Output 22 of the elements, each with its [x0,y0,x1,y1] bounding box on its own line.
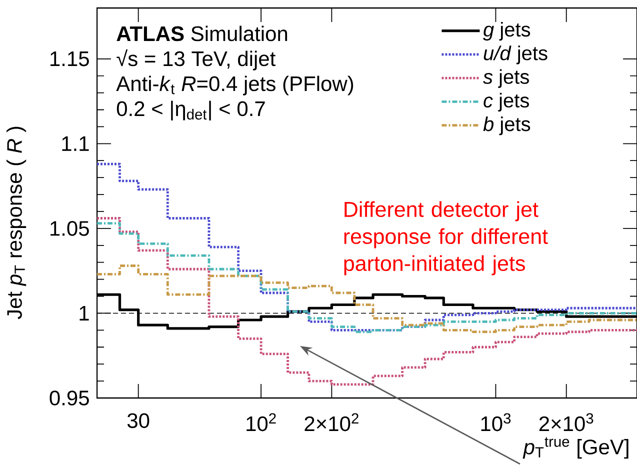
annotation: 0.2 < |η$_{det}$| < 0.7 [116,100,265,120]
x-tick-label: 10$^{3}$ [481,413,511,432]
y-tick-label: 1 [80,306,89,320]
y-tick-label: 1.1 [62,136,89,151]
x-tick-label: 2×10$^{2}$ [304,413,358,432]
legend-label: s jets [483,69,529,88]
annotation: √s = 13 TeV, dijet [116,49,276,70]
x-axis-title: p$_{T}$$^{true}$ [GeV] [522,437,628,459]
annotation: Different detector jet response for different parton-initiated jets [344,201,548,276]
y-axis-title: Jet p$_{T}$ response ( R ) [6,126,26,320]
y-tick-label: 1.15 [50,52,89,66]
legend-label: b jets [483,116,530,136]
y-tick-label: 0.95 [50,390,89,406]
legend-label: c jets [484,92,529,112]
annotation: Anti-k$_{t}$ R=0.4 jets (PFlow) [116,76,354,96]
legend-label: g jets [483,22,530,41]
legend-label: u/d jets [484,46,548,64]
x-tick-label: 10$^{2}$ [246,413,276,432]
x-tick-label: 30 [127,413,150,428]
annotation: ATLAS Simulation [116,26,288,42]
x-tick-label: 2×10$^{3}$ [539,413,594,432]
y-tick-label: 1.05 [50,221,89,236]
